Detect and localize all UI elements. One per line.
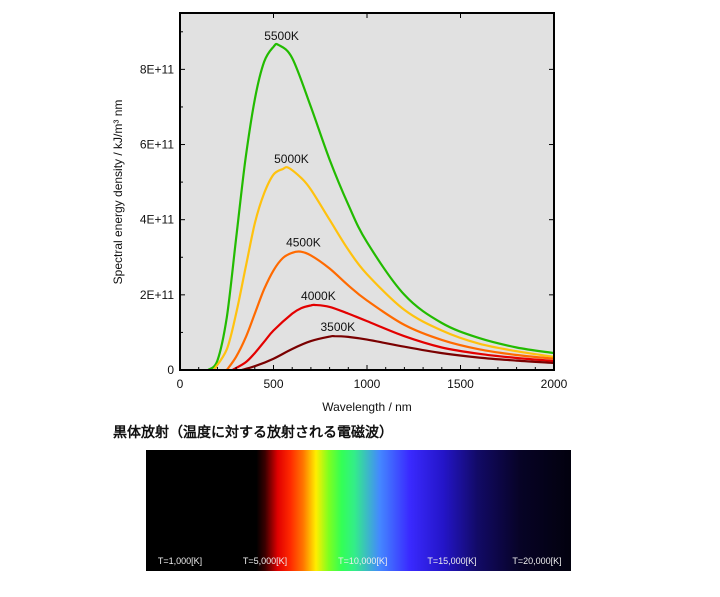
x-axis-label: Wavelength / nm: [322, 400, 412, 414]
temperature-label: T=15,000[K]: [427, 556, 477, 566]
series-line-3500K: [241, 334, 555, 372]
series-line-5000K: [212, 166, 555, 371]
curve-labels: 5500K 5000K 4500K 4000K 3500K: [264, 29, 355, 334]
x-tick-label: 2000: [541, 377, 568, 391]
y-tick-label: 2E+11: [140, 288, 174, 302]
temperature-label: T=5,000[K]: [242, 556, 288, 566]
y-axis-label: Spectral energy density / kJ/m³ nm: [111, 100, 125, 285]
curve-label-5500K: 5500K: [264, 29, 299, 43]
curve-label-4000K: 4000K: [301, 289, 336, 303]
y-tick-label: 4E+11: [140, 213, 174, 227]
x-tick-label: 1500: [447, 377, 474, 391]
y-tick-label: 8E+11: [140, 62, 174, 76]
blackbody-spectrum-bar: T=1,000[K] T=5,000[K] T=10,000[K] T=15,000[…: [146, 450, 571, 571]
series-curves: [207, 42, 555, 372]
x-tick-label: 500: [263, 377, 283, 391]
x-axis-ticks: 0 500 1000 1500 2000: [177, 13, 568, 391]
temperature-label: T=10,000[K]: [338, 556, 388, 566]
series-line-4500K: [225, 250, 555, 371]
y-tick-label: 0: [167, 363, 174, 377]
curve-label-4500K: 4500K: [286, 236, 321, 250]
x-tick-label: 0: [177, 377, 184, 391]
y-axis-ticks: 0 2E+11 4E+11 6E+11 8E+11: [140, 31, 554, 377]
curve-label-3500K: 3500K: [320, 320, 355, 334]
series-line-4000K: [231, 303, 555, 371]
x-tick-label: 1000: [354, 377, 381, 391]
temperature-label: T=1,000[K]: [157, 556, 203, 566]
spectrum-title: 黒体放射（温度に対する放射される電磁波）: [113, 425, 393, 441]
curve-label-5000K: 5000K: [274, 152, 309, 166]
y-tick-label: 6E+11: [140, 138, 174, 152]
series-line-5500K: [207, 42, 555, 371]
temperature-label: T=20,000[K]: [512, 556, 562, 566]
blackbody-chart: 5500K 5000K 4500K 4000K 3500K 0 500 1000 1500 20…: [111, 12, 568, 414]
